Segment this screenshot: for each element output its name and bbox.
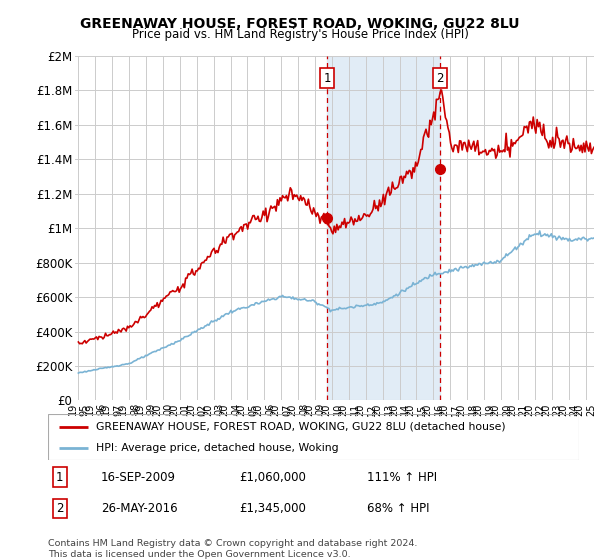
- Text: Price paid vs. HM Land Registry's House Price Index (HPI): Price paid vs. HM Land Registry's House …: [131, 28, 469, 41]
- Bar: [327, 56, 440, 400]
- Text: GREENAWAY HOUSE, FOREST ROAD, WOKING, GU22 8LU: GREENAWAY HOUSE, FOREST ROAD, WOKING, GU…: [80, 17, 520, 31]
- Text: 16-SEP-2009: 16-SEP-2009: [101, 470, 176, 484]
- Text: 111% ↑ HPI: 111% ↑ HPI: [367, 470, 437, 484]
- Text: 2: 2: [436, 72, 444, 85]
- Text: HPI: Average price, detached house, Woking: HPI: Average price, detached house, Woki…: [96, 443, 338, 453]
- Text: 2: 2: [56, 502, 64, 515]
- Text: Contains HM Land Registry data © Crown copyright and database right 2024.
This d: Contains HM Land Registry data © Crown c…: [48, 539, 418, 559]
- Text: 1: 1: [56, 470, 64, 484]
- Text: £1,345,000: £1,345,000: [239, 502, 306, 515]
- Text: 68% ↑ HPI: 68% ↑ HPI: [367, 502, 429, 515]
- Text: 1: 1: [323, 72, 331, 85]
- Text: £1,060,000: £1,060,000: [239, 470, 306, 484]
- Text: GREENAWAY HOUSE, FOREST ROAD, WOKING, GU22 8LU (detached house): GREENAWAY HOUSE, FOREST ROAD, WOKING, GU…: [96, 422, 505, 432]
- Text: 26-MAY-2016: 26-MAY-2016: [101, 502, 178, 515]
